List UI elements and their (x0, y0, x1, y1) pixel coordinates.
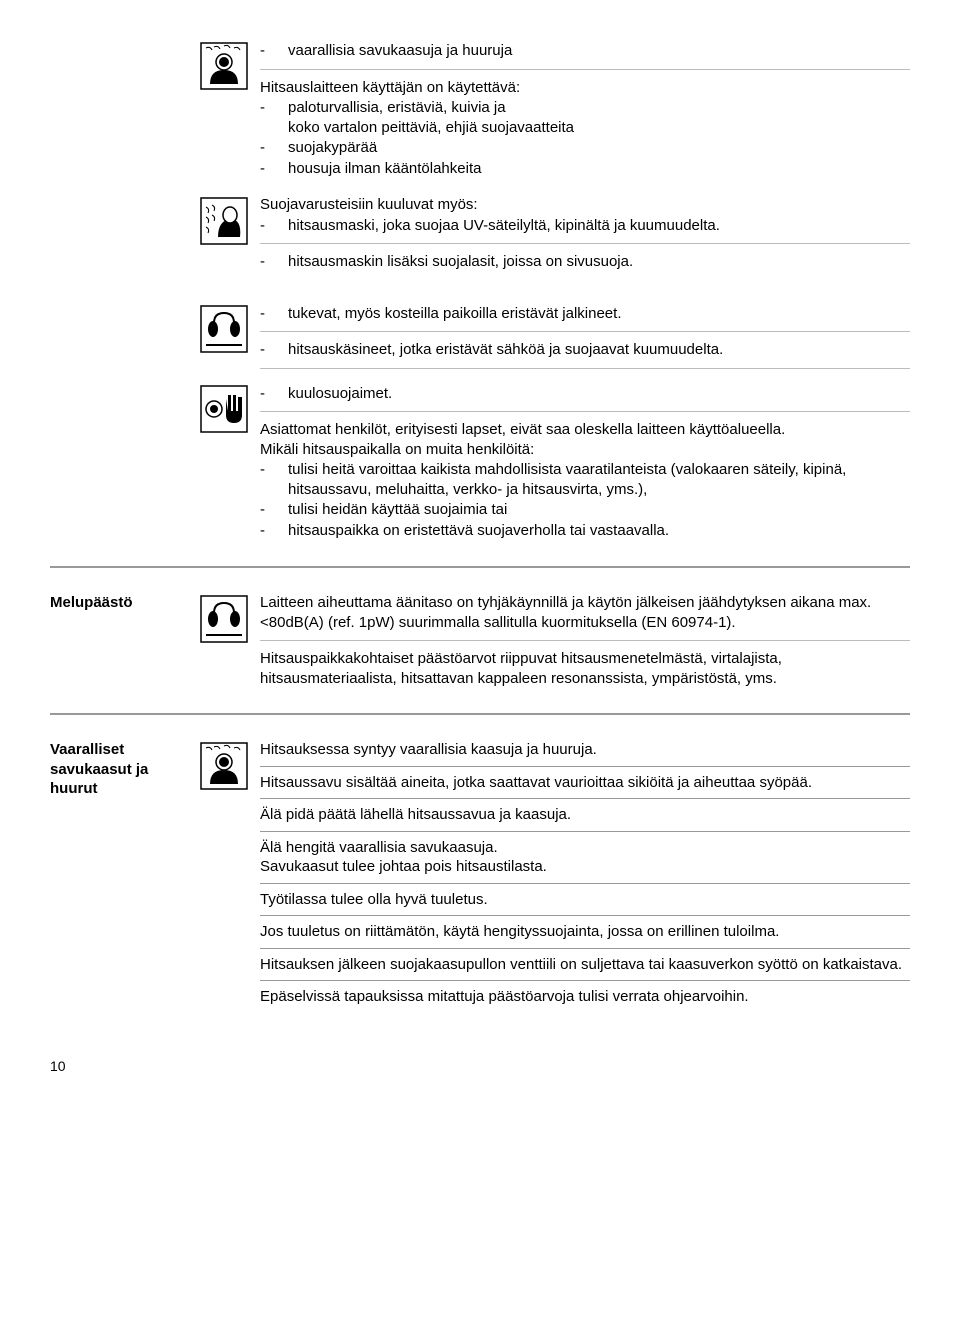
bullet-text: hitsausmaski, joka suojaa UV-säteilyltä,… (288, 216, 910, 236)
section-hearing-bystanders: - kuulosuojaimet. Asiattomat henkilöt, e… (50, 383, 910, 542)
divider (260, 766, 910, 767)
icon-col (200, 740, 260, 1007)
divider (260, 915, 910, 916)
dash: - (260, 98, 288, 137)
bullet-item: - hitsauskäsineet, jotka eristävät sähkö… (260, 340, 910, 360)
dash: - (260, 138, 288, 158)
section-footwear-gloves: - tukevat, myös kosteilla paikoilla eris… (50, 303, 910, 377)
line8: Epäselvissä tapauksissa mitattuja päästö… (260, 987, 910, 1007)
dash: - (260, 384, 288, 404)
dash: - (260, 500, 288, 520)
bullet-text: hitsausmaskin lisäksi suojalasit, joissa… (288, 252, 910, 272)
bullet-text: housuja ilman kääntölahkeita (288, 159, 910, 179)
line1: paloturvallisia, eristäviä, kuivia ja (288, 99, 506, 116)
content: Laitteen aiheuttama äänitaso on tyhjäkäy… (260, 593, 910, 688)
content: - vaarallisia savukaasuja ja huuruja Hit… (260, 40, 910, 179)
icon-col (200, 383, 260, 542)
bullet-item: - tukevat, myös kosteilla paikoilla eris… (260, 304, 910, 324)
section-title: Melupäästö (50, 593, 200, 688)
intro-text: Suojavarusteisiin kuuluvat myös: (260, 195, 910, 215)
bullet-item: - suojakypärää (260, 138, 910, 158)
bullet-item: - hitsausmaskin lisäksi suojalasit, jois… (260, 252, 910, 272)
dash: - (260, 460, 288, 499)
page-number: 10 (50, 1057, 910, 1075)
bullet-text: tulisi heitä varoittaa kaikista mahdolli… (288, 460, 910, 499)
content: - kuulosuojaimet. Asiattomat henkilöt, e… (260, 383, 910, 542)
fumes-head-icon (200, 42, 248, 90)
line3: Älä pidä päätä lähellä hitsaussavua ja k… (260, 805, 910, 825)
divider (260, 331, 910, 332)
welding-head-icon (200, 197, 248, 245)
divider (260, 798, 910, 799)
dash: - (260, 41, 288, 61)
line2: Hitsaussavu sisältää aineita, jotka saat… (260, 773, 910, 793)
bullet-text: tukevat, myös kosteilla paikoilla eristä… (288, 304, 910, 324)
bullet-text: kuulosuojaimet. (288, 384, 910, 404)
bullet-text: hitsauspaikka on eristettävä suojaverhol… (288, 521, 910, 541)
content: - tukevat, myös kosteilla paikoilla eris… (260, 303, 910, 377)
bullet-item: - paloturvallisia, eristäviä, kuivia ja … (260, 98, 910, 137)
line2: koko vartalon peittäviä, ehjiä suojavaat… (288, 119, 574, 136)
section-welding-mask: Suojavarusteisiin kuuluvat myös: - hitsa… (50, 195, 910, 273)
bullet-item: - hitsausmaski, joka suojaa UV-säteilylt… (260, 216, 910, 236)
bullet-item: - tulisi heitä varoittaa kaikista mahdol… (260, 460, 910, 499)
dash: - (260, 304, 288, 324)
divider (260, 69, 910, 70)
line5: Työtilassa tulee olla hyvä tuuletus. (260, 890, 910, 910)
divider (260, 368, 910, 369)
divider (260, 831, 910, 832)
line7: Hitsauksen jälkeen suojakaasupullon vent… (260, 955, 910, 975)
bullet-item: - kuulosuojaimet. (260, 384, 910, 404)
ear-protection-icon (200, 305, 248, 353)
bullet-text: tulisi heidän käyttää suojaimia tai (288, 500, 910, 520)
icon-col (200, 593, 260, 688)
bullet-item: - housuja ilman kääntölahkeita (260, 159, 910, 179)
dash: - (260, 252, 288, 272)
divider (260, 883, 910, 884)
dash: - (260, 159, 288, 179)
divider (260, 980, 910, 981)
line6: Jos tuuletus on riittämätön, käytä hengi… (260, 922, 910, 942)
section-fumes-ppe: - vaarallisia savukaasuja ja huuruja Hit… (50, 40, 910, 179)
heading-line: - vaarallisia savukaasuja ja huuruja (260, 41, 910, 61)
bullet-text: hitsauskäsineet, jotka eristävät sähköä … (288, 340, 910, 360)
left-margin (50, 383, 200, 542)
left-margin (50, 195, 200, 273)
divider (260, 411, 910, 412)
ear-protection-icon (200, 595, 248, 643)
icon-col (200, 195, 260, 273)
line4a: Älä hengitä vaarallisia savukaasuja. (260, 838, 910, 858)
icon-col (200, 40, 260, 179)
para2: Mikäli hitsauspaikalla on muita henkilöi… (260, 440, 910, 460)
line4b: Savukaasut tulee johtaa pois hitsaustila… (260, 857, 910, 877)
stop-hand-icon (200, 385, 248, 433)
fumes-head-icon (200, 742, 248, 790)
section-noise-emission: Melupäästö Laitteen aiheuttama äänitaso … (50, 593, 910, 688)
bullet-text: suojakypärää (288, 138, 910, 158)
divider (260, 640, 910, 641)
section-divider (50, 566, 910, 568)
icon-col (200, 303, 260, 377)
intro-text: Hitsauslaitteen käyttäjän on käytettävä: (260, 78, 910, 98)
heading-text: vaarallisia savukaasuja ja huuruja (288, 41, 910, 61)
bullet-item: - hitsauspaikka on eristettävä suojaverh… (260, 521, 910, 541)
left-margin (50, 303, 200, 377)
line1: Hitsauksessa syntyy vaarallisia kaasuja … (260, 740, 910, 760)
content: Hitsauksessa syntyy vaarallisia kaasuja … (260, 740, 910, 1007)
left-margin (50, 40, 200, 179)
content: Suojavarusteisiin kuuluvat myös: - hitsa… (260, 195, 910, 273)
section-divider (50, 713, 910, 715)
para2: Hitsauspaikkakohtaiset päästöarvot riipp… (260, 649, 910, 688)
dash: - (260, 521, 288, 541)
bullet-text: paloturvallisia, eristäviä, kuivia ja ko… (288, 98, 910, 137)
para1: Laitteen aiheuttama äänitaso on tyhjäkäy… (260, 593, 910, 632)
para1: Asiattomat henkilöt, erityisesti lapset,… (260, 420, 910, 440)
section-dangerous-fumes: Vaaralliset savukaasut ja huurut Hitsauk… (50, 740, 910, 1007)
section-title: Vaaralliset savukaasut ja huurut (50, 740, 200, 1007)
divider (260, 948, 910, 949)
bullet-item: - tulisi heidän käyttää suojaimia tai (260, 500, 910, 520)
dash: - (260, 340, 288, 360)
divider (260, 243, 910, 244)
dash: - (260, 216, 288, 236)
